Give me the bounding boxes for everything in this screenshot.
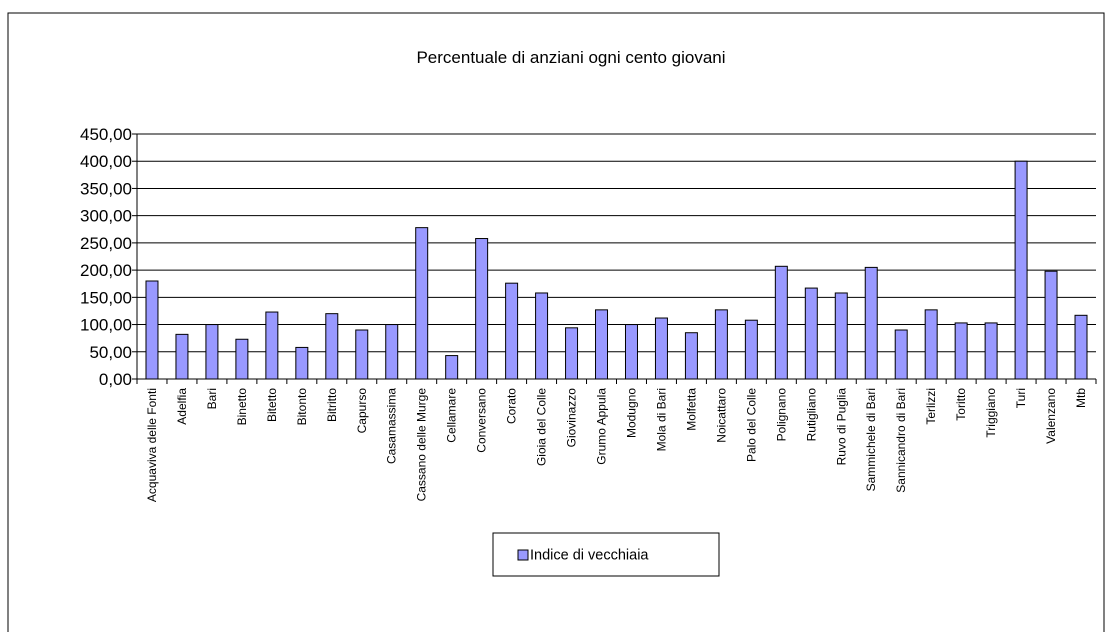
y-tick-labels: 0,00 50,00 100,00 150,00 200,00 250,00 300,00 3… [80,125,132,389]
x-tick-label: Molfetta [684,388,698,431]
chart-title: Percentuale di anziani ogni cento giovan… [416,48,725,67]
y-tick-label: 400,00 [80,152,132,171]
x-tick-label: Turi [1014,388,1028,408]
x-tick-label: Sammichele di Bari [864,388,878,491]
bar [175,333,189,380]
legend-label: Indice di vecchiaia [530,548,649,564]
x-tick-label: Acquaviva delle Fonti [145,388,159,502]
bar [355,329,369,380]
legend-swatch [517,549,529,561]
x-tick-label: Grumo Appula [595,388,609,465]
x-tick-label: Mtb [1074,388,1088,408]
x-tick-label: Sannicandro di Bari [894,388,908,493]
x-tick-label: Cellamare [445,388,459,443]
x-tick-label: Palo del Colle [744,388,758,462]
x-tick-label: Corato [505,388,519,424]
x-tick-label: Capurso [355,388,369,434]
legend-box [492,532,720,577]
x-tick-label: Bitritto [325,388,339,422]
bar [295,346,309,380]
y-tick-label: 300,00 [80,207,132,226]
bar [984,322,998,380]
x-tick-label: Cassano delle Murge [415,388,429,502]
bar [1014,160,1028,380]
y-tick-label: 250,00 [80,234,132,253]
bar [894,329,908,380]
legend: Indice di vecchiaia [492,532,720,577]
bar [804,287,818,380]
y-tick-label: 100,00 [80,316,132,335]
x-tick-label: Polignano [774,388,788,442]
y-tick-label: 200,00 [80,261,132,280]
x-tick-label: Giovinazzo [565,388,579,448]
bar [954,322,968,380]
bar [864,266,878,380]
bar [265,311,279,380]
bar [1044,270,1058,380]
y-tick-label: 350,00 [80,179,132,198]
x-tick-label: Valenzano [1044,388,1058,444]
x-tick-label: Noicattaro [714,388,728,443]
y-tick-label: 50,00 [89,343,132,362]
axes [136,134,1097,384]
bar [385,324,399,380]
y-tick-label: 150,00 [80,288,132,307]
x-tick-label: Bitetto [265,388,279,422]
bar [445,355,459,380]
bar [145,280,159,380]
bar [744,319,758,380]
x-tick-label: Gioia del Colle [535,388,549,466]
bar [325,313,339,380]
bar [654,317,668,380]
x-tick-label: Modugno [624,388,638,438]
y-tick-label: 0,00 [99,370,132,389]
x-tick-label: Bitonto [295,388,309,426]
bar [535,292,549,380]
bar [684,332,698,380]
x-tick-labels: Acquaviva delle Fonti Adelfia Bari Binetto B… [145,388,1088,502]
bar [714,309,728,380]
x-tick-label: Toritto [954,388,968,421]
bar [205,324,219,380]
y-tick-label: 450,00 [80,125,132,144]
x-tick-label: Binetto [235,388,249,426]
bar [565,327,579,380]
bar [595,309,609,380]
x-tick-label: Adelfia [175,388,189,425]
x-tick-label: Triggiano [984,388,998,438]
x-tick-label: Casamassima [385,388,399,464]
bar [415,227,429,380]
bar [624,324,638,380]
bar [774,265,788,380]
bar [924,309,938,380]
bar [505,282,519,380]
bar [235,338,249,380]
x-tick-label: Rutigliano [804,388,818,442]
x-tick-label: Ruvo di Puglia [834,388,848,466]
bar [834,292,848,380]
x-tick-label: Terlizzi [924,388,938,425]
x-tick-label: Conversano [475,388,489,453]
x-tick-label: Mola di Bari [654,388,668,451]
x-tick-label: Bari [205,388,219,409]
bar [1074,314,1088,380]
bar [475,238,489,380]
